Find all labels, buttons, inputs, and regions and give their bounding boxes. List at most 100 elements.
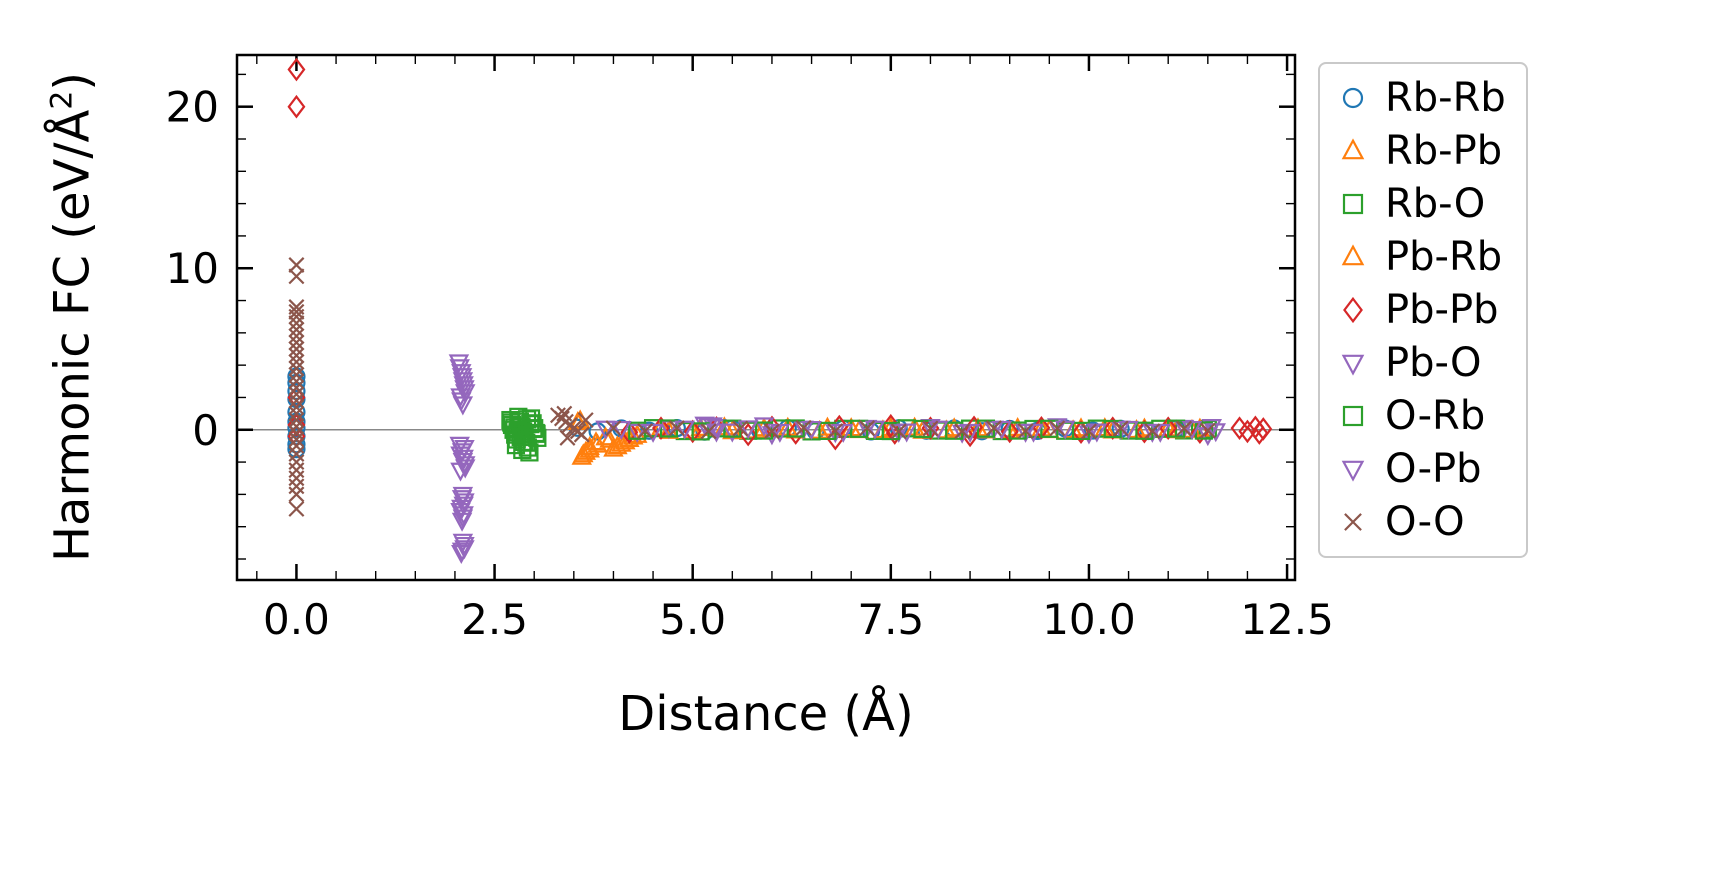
data-point <box>642 423 664 443</box>
data-point <box>288 478 305 495</box>
x-axis-tick-label: 2.5 <box>461 595 528 644</box>
legend-item: Pb-Rb <box>1334 233 1506 281</box>
legend-item: Rb-Rb <box>1334 74 1506 122</box>
data-point <box>288 366 305 383</box>
data-point <box>288 418 305 435</box>
data-point <box>527 424 546 443</box>
legend-item: O-Pb <box>1334 445 1506 493</box>
data-point <box>288 425 305 441</box>
data-point <box>640 421 659 440</box>
y-axis-title-superscript: 2 <box>44 90 80 110</box>
legend-item: Pb-Pb <box>1334 286 1506 334</box>
data-point <box>573 443 594 463</box>
data-point <box>524 419 543 439</box>
data-point <box>1238 419 1257 444</box>
legend-label: Rb-Rb <box>1385 75 1506 121</box>
data-point <box>517 410 537 429</box>
series-O-Pb <box>449 359 1226 562</box>
legend-label: O-Pb <box>1385 446 1482 492</box>
data-point <box>288 321 305 338</box>
data-point <box>288 462 305 479</box>
data-point <box>288 334 305 351</box>
data-point <box>1176 420 1193 437</box>
data-point <box>506 436 526 455</box>
data-point <box>595 426 616 446</box>
data-point <box>287 440 306 459</box>
legend-marker-icon <box>1342 405 1364 427</box>
data-point <box>626 423 648 443</box>
y-axis-title-text: Harmonic FC (eV/Å <box>44 109 101 563</box>
series-Rb-Rb <box>287 367 1213 459</box>
data-point <box>288 347 305 364</box>
legend-marker-icon <box>1343 296 1363 324</box>
data-point <box>922 420 939 437</box>
data-point <box>287 381 306 401</box>
data-point <box>573 426 590 443</box>
legend-label: O-O <box>1385 499 1465 545</box>
data-point <box>287 94 306 119</box>
data-point <box>1205 423 1226 443</box>
series-Pb-O <box>448 354 1223 565</box>
data-point <box>288 431 305 448</box>
data-point <box>288 405 305 422</box>
data-point <box>620 420 639 445</box>
data-point <box>954 423 971 440</box>
data-point <box>801 420 822 440</box>
data-point <box>1250 421 1269 445</box>
data-point <box>288 500 305 517</box>
data-point <box>1150 423 1171 443</box>
legend: Rb-Rb Rb-Pb Rb-O Pb-Rb Pb-Pb Pb-O O-Rb O-Pb O-O <box>1318 62 1528 558</box>
data-point <box>288 303 305 320</box>
data-point <box>859 420 876 437</box>
data-point <box>451 490 473 510</box>
y-axis-title: Harmonic FC (eV/Å2) <box>44 72 101 562</box>
axis-ticks <box>237 55 1295 580</box>
data-point <box>1144 423 1161 440</box>
data-point <box>1017 423 1034 440</box>
data-point <box>288 399 305 416</box>
legend-label: Rb-Pb <box>1385 128 1503 174</box>
data-point <box>890 423 907 440</box>
data-point <box>288 392 305 409</box>
data-point <box>448 354 470 374</box>
data-point <box>288 412 305 429</box>
data-point <box>452 509 474 529</box>
series-O-O <box>288 257 1216 517</box>
legend-marker-icon <box>1344 513 1362 531</box>
data-point <box>577 412 594 429</box>
series-Pb-Pb <box>287 57 1273 451</box>
data-point <box>1230 416 1249 440</box>
data-point <box>706 423 727 443</box>
data-point <box>991 420 1013 440</box>
data-point <box>451 542 473 562</box>
data-point <box>1118 420 1139 440</box>
y-axis-tick-label: 20 <box>166 83 219 132</box>
data-point <box>288 308 305 325</box>
data-point <box>611 420 632 440</box>
legend-label: Rb-O <box>1385 181 1486 227</box>
data-point <box>288 257 305 273</box>
data-point <box>1023 423 1044 443</box>
legend-item: Pb-O <box>1334 339 1506 387</box>
x-axis-title: Distance (Å) <box>618 686 914 742</box>
legend-item: O-O <box>1334 498 1506 546</box>
legend-label: Pb-Rb <box>1385 234 1503 280</box>
data-point <box>288 379 305 396</box>
data-point <box>827 423 844 440</box>
data-point <box>455 459 476 479</box>
data-point <box>896 423 917 443</box>
data-point <box>579 436 600 456</box>
data-point <box>1254 417 1273 441</box>
data-point <box>1000 419 1019 444</box>
data-point <box>1201 419 1223 439</box>
legend-label: Pb-Pb <box>1385 287 1499 333</box>
legend-marker-icon <box>1341 354 1365 376</box>
data-point <box>700 423 717 440</box>
data-point <box>288 486 305 503</box>
x-axis-tick-label: 10.0 <box>1042 595 1136 644</box>
data-point <box>1199 422 1216 439</box>
data-point <box>683 419 702 444</box>
data-point <box>451 392 472 412</box>
data-point <box>1080 423 1097 440</box>
